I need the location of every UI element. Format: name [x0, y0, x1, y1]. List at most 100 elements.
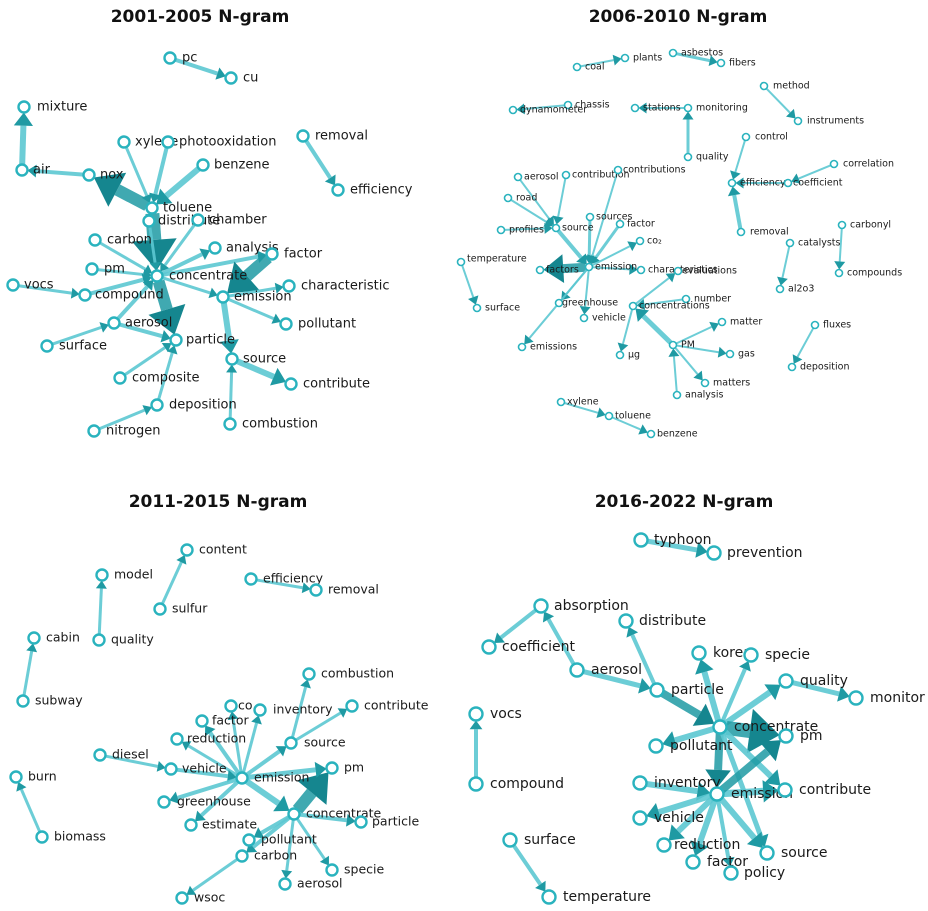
node-carbon: carbon	[235, 848, 297, 863]
edge-pm-to-matters	[674, 347, 699, 375]
node-circle	[502, 832, 518, 848]
node-circle	[727, 178, 737, 188]
arrowhead-emission-to-factor	[690, 840, 709, 856]
panel-title: 2011-2015 N-gram	[129, 492, 308, 512]
arrowhead-emission-to-pollutant	[271, 313, 281, 324]
edge-vocs-to-compound	[18, 284, 72, 295]
node-label: xylene	[567, 397, 599, 408]
node-circle	[615, 219, 625, 229]
arrowhead-emission-to-policy	[722, 856, 735, 867]
node-label: pm	[104, 262, 125, 277]
arrowhead-emission-to-reduction	[181, 741, 192, 751]
node-label: combustion	[242, 417, 318, 432]
node-circle	[180, 543, 194, 557]
node-circle	[157, 795, 171, 809]
node-label: efficiency	[350, 183, 413, 198]
node-benzene: benzene	[196, 158, 270, 173]
node-content: content	[180, 542, 247, 557]
node-circle	[793, 116, 803, 126]
edge-emission-to-pm	[719, 748, 771, 793]
node-label: particle	[186, 333, 235, 348]
node-co: co	[224, 698, 253, 713]
arrowhead-quality-to-monitor	[837, 686, 850, 702]
node-label: concentrate	[169, 269, 247, 284]
node-pm: pm	[85, 262, 125, 277]
arrowhead-vocs-to-compound	[70, 287, 80, 299]
node-circle	[572, 62, 582, 72]
node-circle	[551, 223, 561, 233]
node-label: factor	[212, 713, 249, 728]
node-circle	[648, 738, 664, 754]
edge-carbon-to-wsoc	[192, 857, 239, 892]
arrowhead-air-to-mixture	[13, 112, 34, 126]
edge-sulfur-to-content	[160, 561, 183, 605]
edge-concentrate-to-emission	[714, 733, 724, 771]
node-source: source	[759, 845, 828, 861]
edge-biomass-to-burn	[19, 788, 42, 833]
node-label: evaluations	[682, 266, 737, 277]
node-label: matter	[730, 317, 762, 328]
node-circle	[88, 233, 102, 247]
edge-profiles-to-source	[504, 227, 545, 231]
node-circle	[618, 613, 634, 629]
edge-emission-to-contribute	[723, 787, 764, 798]
node-dynamometer: dynamometer	[508, 105, 587, 116]
node-label: removal	[315, 129, 368, 144]
node-circle	[668, 340, 678, 350]
node-circle	[224, 699, 238, 713]
node-circle	[153, 602, 167, 616]
arrowhead-combustion-to-source	[226, 364, 238, 373]
node-distribute: distribute	[142, 214, 220, 229]
node-circle	[554, 298, 564, 308]
arrowhead-concentrations-to-evaluations	[665, 273, 676, 283]
node-label: pollutant	[261, 832, 317, 847]
node-label: sources	[596, 212, 633, 223]
node-label: removal	[328, 582, 379, 597]
arrowhead-carbonyl-to-compounds	[834, 261, 846, 270]
node-circle	[284, 736, 298, 750]
edge-air-to-mixture	[19, 125, 27, 165]
node-label: absorption	[554, 598, 629, 614]
node-circle	[242, 833, 256, 847]
node-label: estimate	[202, 817, 257, 832]
node-specie: specie	[743, 647, 810, 663]
node-stations: stations	[630, 103, 681, 114]
node-analysis: analysis	[672, 390, 724, 401]
node-fluxes: fluxes	[810, 320, 851, 331]
node-label: aerosol	[125, 316, 172, 331]
node-label: characteristic	[301, 279, 390, 294]
node-vehicle: vehicle	[579, 313, 626, 324]
arrowhead-concentrate-to-pm	[746, 708, 780, 754]
node-circle	[15, 163, 29, 177]
node-xylene: xylene	[556, 397, 599, 408]
edge-particle-to-distribute	[630, 634, 657, 685]
arrowhead-emission-to-reduction	[668, 824, 685, 841]
node-label: catalysts	[798, 238, 841, 249]
node-matter: matter	[717, 317, 762, 328]
node-burn: burn	[9, 769, 57, 784]
node-label: model	[114, 567, 153, 582]
node-circle	[810, 320, 820, 330]
node-label: source	[304, 735, 346, 750]
edge-emission-to-source	[245, 749, 281, 777]
node-contribute: contribute	[284, 377, 370, 392]
node-circle	[778, 728, 794, 744]
node-composite: composite	[113, 371, 199, 386]
arrowhead-removal-to-efficiency	[324, 174, 336, 186]
node-circle	[604, 411, 614, 421]
arrowhead-concentrate-to-particle	[346, 813, 356, 827]
node-aerosol: aerosol	[278, 876, 343, 891]
node-circle	[834, 268, 844, 278]
node-label: specie	[765, 647, 810, 663]
edge-emission-to-factors	[562, 262, 586, 274]
node-circle	[85, 262, 99, 276]
edge-source-to-emission	[556, 229, 583, 259]
arrowhead-emission-to-contribute	[762, 780, 779, 803]
node-circle	[717, 317, 727, 327]
node-label: coefficient	[502, 639, 575, 655]
node-label: chassis	[575, 100, 610, 111]
node-vehicle: vehicle	[164, 761, 227, 776]
edge-emission-to-vehicle	[584, 270, 590, 307]
node-circle	[279, 317, 293, 331]
node-factor: factor	[685, 854, 748, 870]
